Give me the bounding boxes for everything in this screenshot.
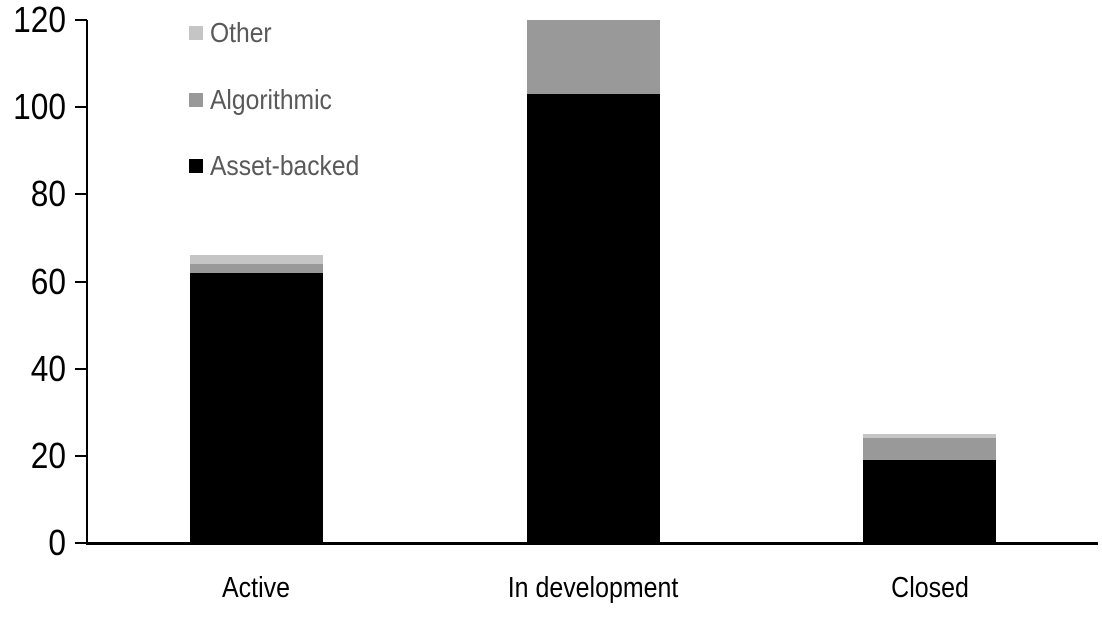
bar-segment-algorithmic-active [190,264,323,273]
x-category-label: Active [222,572,290,604]
x-category-label: In development [507,572,679,604]
bar-segment-algorithmic-closed [863,438,996,461]
y-tick-label: 20 [30,434,66,476]
y-tick-label: 80 [30,173,66,215]
legend-label: Other [210,17,272,48]
legend-item-algorithmic: Algorithmic [189,86,348,114]
x-axis-line [86,542,1098,545]
y-tick-label: 60 [30,260,66,302]
legend-swatch-icon [189,159,203,173]
y-axis-tick [75,193,87,196]
bar-segment-asset-backed-active [190,272,323,543]
legend-item-other: Other [189,19,280,47]
legend-swatch-icon [189,93,203,107]
y-axis-tick [75,106,87,109]
y-axis-tick [75,454,87,457]
legend-label: Asset-backed [210,150,360,181]
legend-label: Algorithmic [210,84,332,115]
bar-segment-asset-backed-closed [863,460,996,543]
y-axis-tick [75,19,87,21]
y-axis-tick [75,367,87,370]
y-tick-label: 100 [13,86,66,128]
bar-segment-asset-backed-in-development [527,94,660,543]
bar-segment-other-active [190,255,323,265]
legend-item-asset-backed: Asset-backed [189,152,380,180]
y-axis-tick [75,542,87,544]
bar-segment-other-closed [863,434,996,439]
y-tick-label: 120 [13,0,66,40]
bar-segment-algorithmic-in-development [527,20,660,95]
legend-swatch-icon [189,26,203,40]
y-axis-line [86,20,88,545]
y-tick-label: 0 [48,522,66,563]
x-category-label: Closed [891,572,969,604]
y-axis-tick [75,280,87,283]
y-tick-label: 40 [30,347,66,389]
